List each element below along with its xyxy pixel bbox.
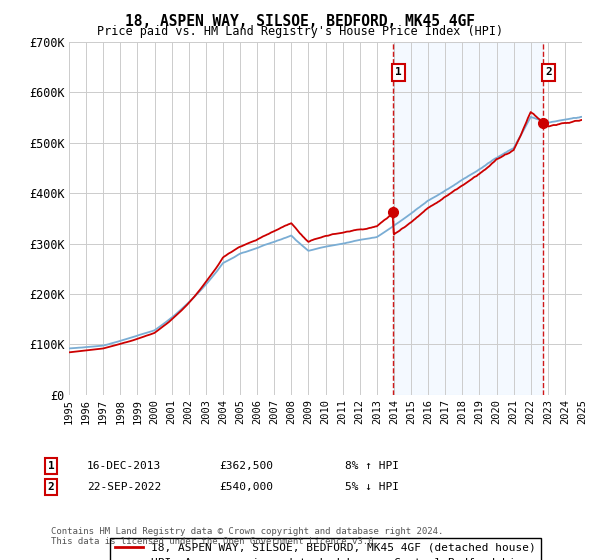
Text: 5% ↓ HPI: 5% ↓ HPI	[345, 482, 399, 492]
Text: £362,500: £362,500	[219, 461, 273, 471]
Text: Price paid vs. HM Land Registry's House Price Index (HPI): Price paid vs. HM Land Registry's House …	[97, 25, 503, 38]
Text: 8% ↑ HPI: 8% ↑ HPI	[345, 461, 399, 471]
Text: 2: 2	[47, 482, 55, 492]
Text: 1: 1	[395, 67, 402, 77]
Text: 1: 1	[47, 461, 55, 471]
Legend: 18, ASPEN WAY, SILSOE, BEDFORD, MK45 4GF (detached house), HPI: Average price, d: 18, ASPEN WAY, SILSOE, BEDFORD, MK45 4GF…	[110, 538, 541, 560]
Text: 2: 2	[545, 67, 552, 77]
Text: 16-DEC-2013: 16-DEC-2013	[87, 461, 161, 471]
Text: 22-SEP-2022: 22-SEP-2022	[87, 482, 161, 492]
Text: 18, ASPEN WAY, SILSOE, BEDFORD, MK45 4GF: 18, ASPEN WAY, SILSOE, BEDFORD, MK45 4GF	[125, 14, 475, 29]
Bar	[393, 42, 543, 395]
Text: £540,000: £540,000	[219, 482, 273, 492]
Text: Contains HM Land Registry data © Crown copyright and database right 2024.
This d: Contains HM Land Registry data © Crown c…	[51, 526, 443, 546]
